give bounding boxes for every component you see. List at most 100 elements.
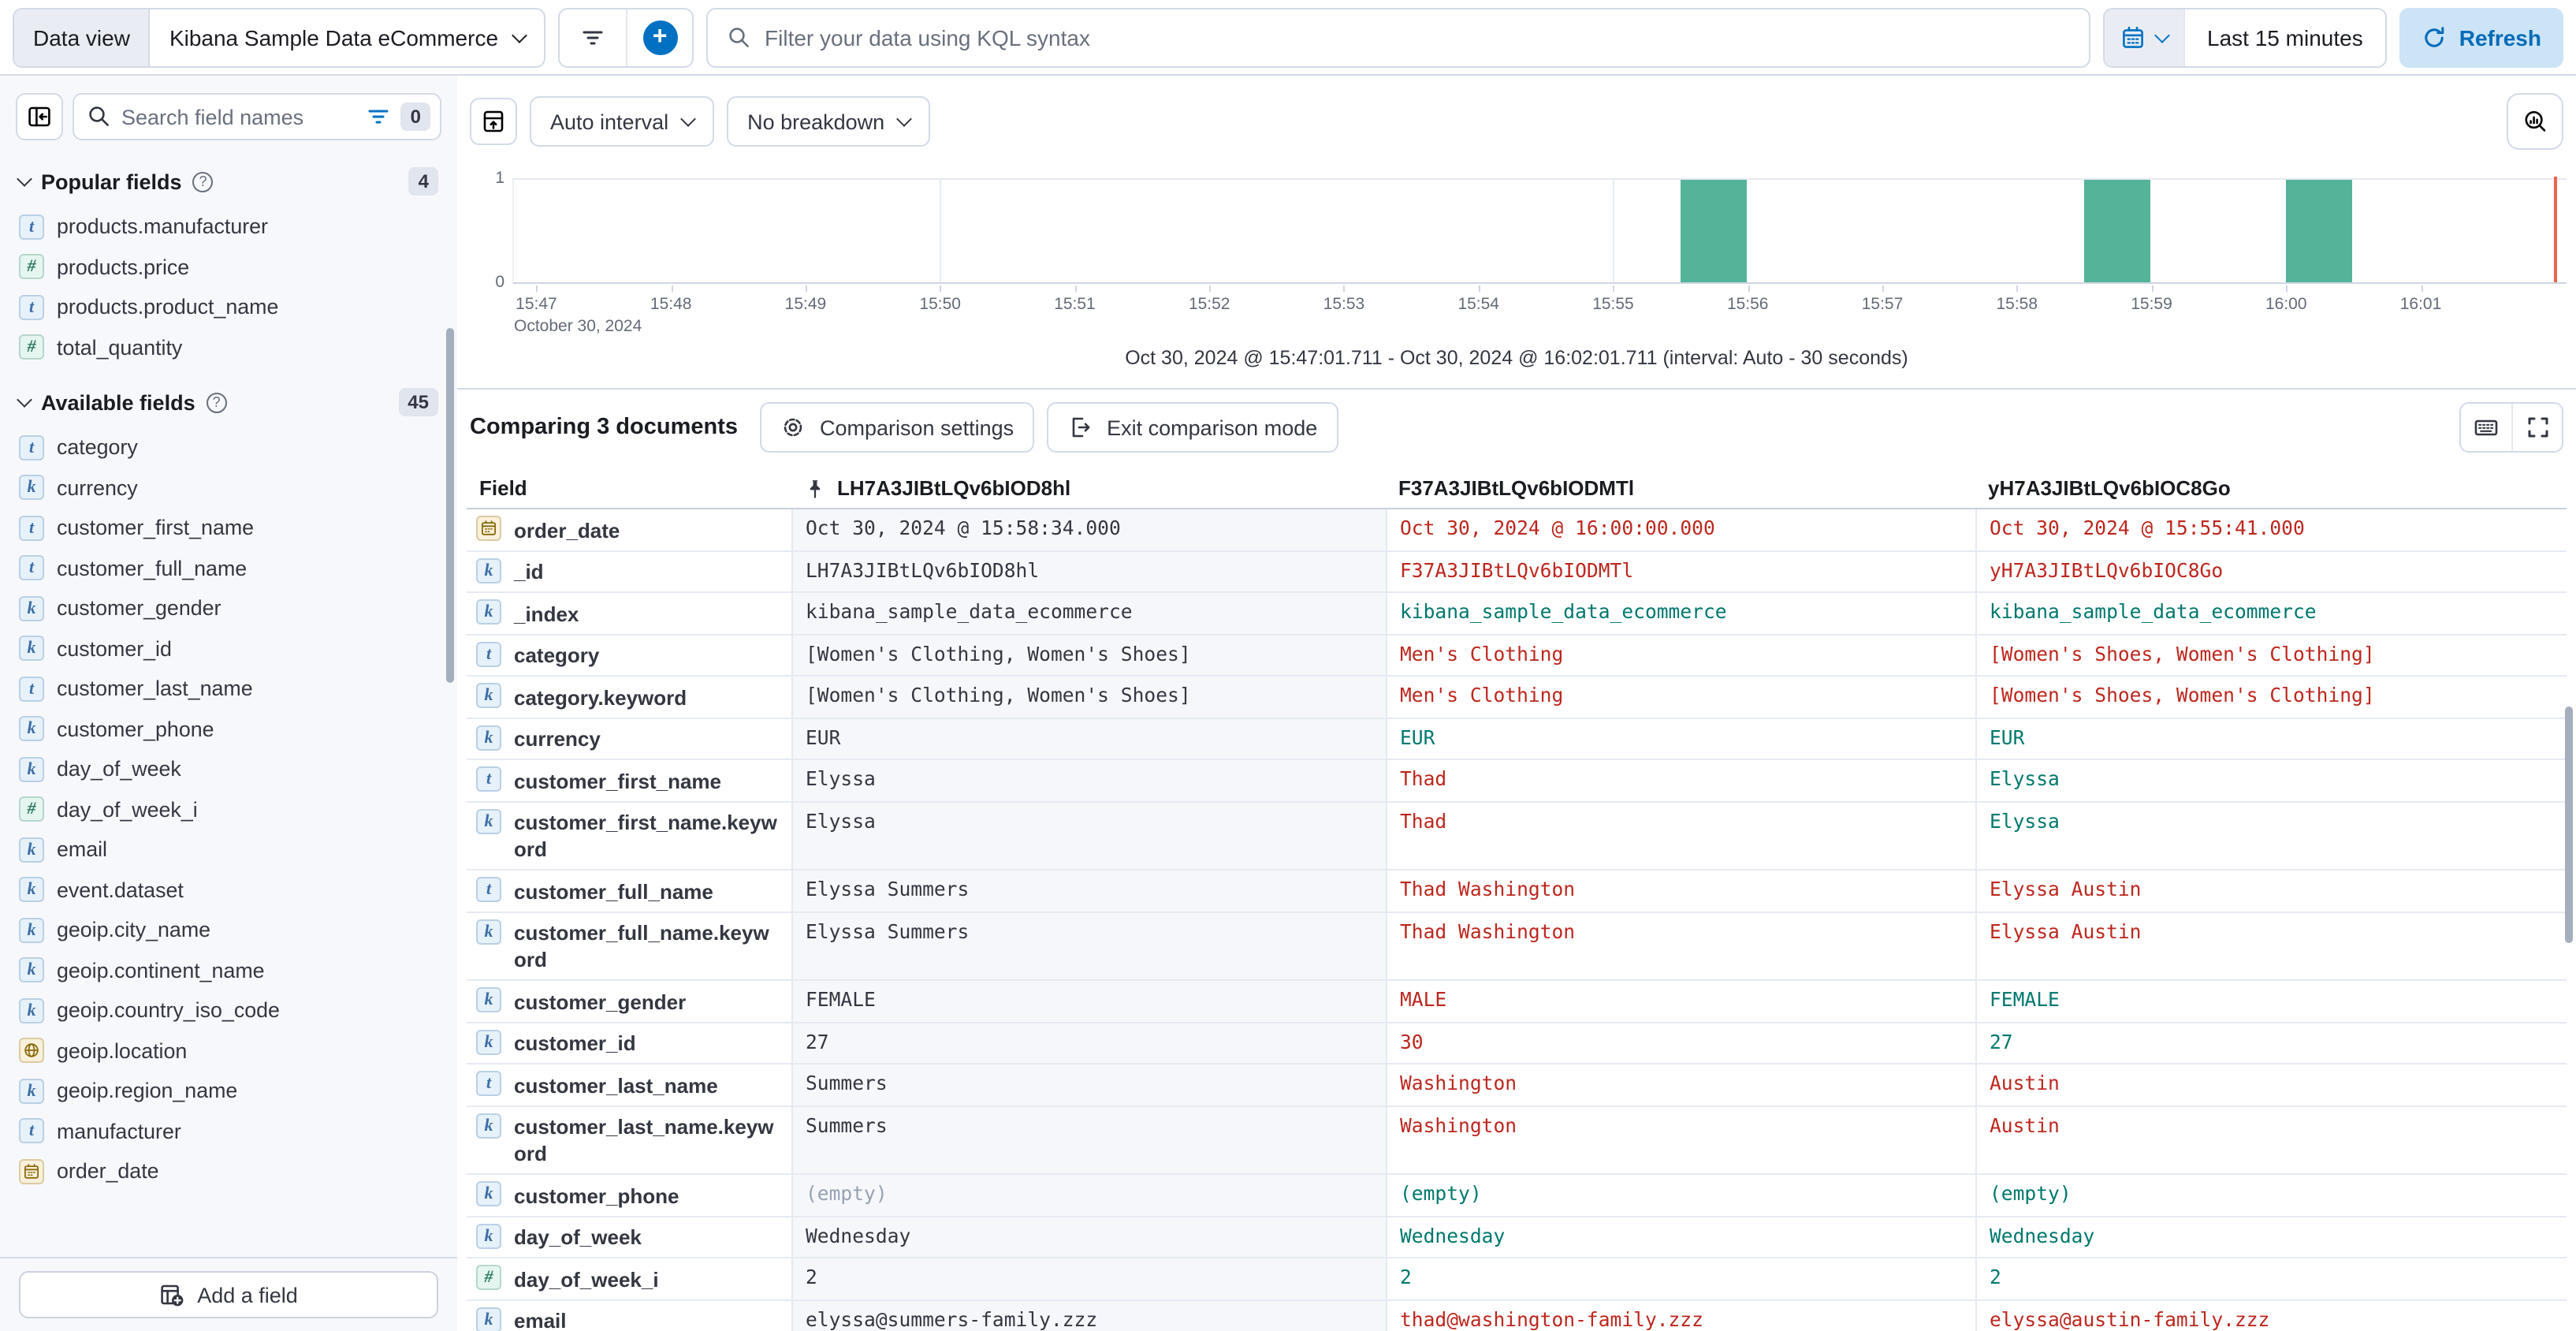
field-name: products.price	[57, 255, 190, 279]
field-item-total_quantity[interactable]: # total_quantity	[0, 327, 457, 367]
value-cell: Elyssa Summers	[791, 912, 1386, 979]
field-type-keyword-icon: k	[19, 716, 44, 742]
document-id: LH7A3JIBtLQv6bIOD8hl	[837, 476, 1071, 500]
available-fields-label: Available fields	[41, 390, 195, 414]
value-cell: Wednesday	[1975, 1217, 2565, 1257]
sidebar-scrollbar[interactable]	[446, 328, 454, 683]
field-item-products.price[interactable]: # products.price	[0, 247, 457, 287]
value-cell: Washington	[1386, 1106, 1975, 1173]
date-picker-button[interactable]	[2105, 9, 2186, 65]
field-name: category	[57, 435, 138, 460]
chevron-down-icon	[896, 111, 913, 127]
collapse-sidebar-button[interactable]	[16, 93, 63, 140]
keyboard-shortcuts-button[interactable]	[2461, 404, 2511, 451]
popular-fields-label: Popular fields	[41, 170, 182, 193]
chevron-down-icon	[2154, 27, 2170, 43]
grid-display-options	[2459, 402, 2563, 453]
field-item-geoip.country_iso_code[interactable]: k geoip.country_iso_code	[0, 990, 457, 1031]
value-cell: EUR	[1386, 718, 1975, 759]
field-cell: k email	[467, 1300, 791, 1331]
histogram-plot-area[interactable]: 15:47 15:48 15:49 15:50 15:51 15:52 15:53 15:54…	[512, 177, 2567, 336]
document-column-header[interactable]: F37A3JIBtLQv6bIODMTl	[1386, 468, 1975, 508]
fullscreen-button[interactable]	[2511, 404, 2562, 451]
table-scrollbar[interactable]	[2565, 707, 2573, 943]
available-fields-list: t category k currency t customer_first_name t c…	[0, 427, 457, 1191]
table-row-category.keyword: k category.keyword [Women's Clothing, Wome…	[467, 677, 2567, 718]
interval-select[interactable]: Auto interval	[530, 96, 715, 147]
field-item-manufacturer[interactable]: t manufacturer	[0, 1111, 457, 1151]
value-cell: Thad Washington	[1386, 871, 1975, 911]
explore-in-lens-button[interactable]	[2507, 93, 2563, 150]
add-field-label: Add a field	[197, 1283, 298, 1307]
field-item-customer_full_name[interactable]: t customer_full_name	[0, 548, 457, 588]
field-type-keyword-icon: k	[19, 636, 44, 662]
field-item-geoip.region_name[interactable]: k geoip.region_name	[0, 1071, 457, 1111]
field-cell: t category	[467, 635, 791, 675]
field-item-currency[interactable]: k currency	[0, 468, 457, 508]
field-name: geoip.city_name	[57, 918, 211, 942]
field-item-products.product_name[interactable]: t products.product_name	[0, 287, 457, 327]
value-cell: Summers	[791, 1106, 1386, 1173]
histogram-bar[interactable]	[2084, 180, 2150, 282]
table-row-customer_last_name: t customer_last_name Summers Washington Aust…	[467, 1064, 2567, 1106]
value-cell: Oct 30, 2024 @ 15:55:41.000	[1975, 509, 2565, 550]
field-filter-icon[interactable]	[367, 104, 392, 129]
chevron-down-icon	[512, 27, 527, 43]
field-item-day_of_week[interactable]: k day_of_week	[0, 749, 457, 789]
comparison-settings-button[interactable]: Comparison settings	[760, 402, 1035, 453]
field-item-geoip.location[interactable]: geoip.location	[0, 1031, 457, 1071]
fields-sidebar: Search field names 0 Popular fields ? 4 …	[0, 76, 457, 1331]
breakdown-select[interactable]: No breakdown	[727, 96, 931, 147]
field-name: geoip.continent_name	[57, 958, 265, 982]
x-axis-tick	[1343, 285, 1346, 292]
kql-query-input[interactable]: Filter your data using KQL syntax	[706, 7, 2091, 67]
field-item-customer_id[interactable]: k customer_id	[0, 628, 457, 669]
field-item-customer_gender[interactable]: k customer_gender	[0, 588, 457, 628]
add-filter-icon-button[interactable]	[560, 9, 626, 65]
field-item-customer_first_name[interactable]: t customer_first_name	[0, 508, 457, 548]
calendar-icon	[2120, 24, 2146, 50]
time-range-value[interactable]: Last 15 minutes	[2207, 24, 2363, 50]
field-name: day_of_week	[57, 757, 181, 781]
refresh-button[interactable]: Refresh	[2399, 7, 2563, 67]
y-axis-tick-1: 1	[495, 169, 504, 188]
field-type-keyword-icon: k	[476, 683, 501, 708]
field-name: manufacturer	[57, 1119, 181, 1143]
exit-icon	[1067, 415, 1093, 440]
field-item-event.dataset[interactable]: k event.dataset	[0, 870, 457, 910]
field-search-input[interactable]: Search field names 0	[73, 93, 441, 140]
field-item-customer_last_name[interactable]: t customer_last_name	[0, 669, 457, 709]
field-item-geoip.continent_name[interactable]: k geoip.continent_name	[0, 950, 457, 990]
x-axis-tick	[1478, 285, 1480, 292]
hide-chart-button[interactable]	[470, 98, 517, 145]
field-name: order_date	[514, 518, 620, 542]
value-cell: Elyssa	[1975, 802, 2565, 869]
field-item-category[interactable]: t category	[0, 427, 457, 468]
field-item-products.manufacturer[interactable]: t products.manufacturer	[0, 207, 457, 247]
document-column-header[interactable]: LH7A3JIBtLQv6bIOD8hl	[791, 468, 1386, 508]
data-view-picker[interactable]: Kibana Sample Data eCommerce	[151, 9, 544, 65]
field-cell: k _id	[467, 551, 791, 591]
exit-comparison-button[interactable]: Exit comparison mode	[1047, 402, 1338, 453]
add-control-button[interactable]: +	[626, 9, 692, 65]
x-axis-tick-label: 15:57	[1861, 295, 1904, 314]
field-cell: k customer_full_name.keyword	[467, 912, 791, 979]
table-row-customer_full_name: t customer_full_name Elyssa Summers Thad Wa…	[467, 871, 2567, 912]
field-name: customer_phone	[57, 717, 214, 741]
field-item-day_of_week_i[interactable]: # day_of_week_i	[0, 789, 457, 830]
field-name: email	[57, 837, 107, 862]
field-name: customer_last_name	[514, 1073, 718, 1097]
available-fields-header[interactable]: Available fields ? 45	[0, 367, 457, 427]
field-item-geoip.city_name[interactable]: k geoip.city_name	[0, 910, 457, 950]
add-field-button[interactable]: Add a field	[19, 1271, 438, 1318]
x-axis-tick-label: 15:52	[1188, 295, 1230, 314]
histogram-bar[interactable]	[2286, 180, 2352, 282]
document-column-header[interactable]: yH7A3JIBtLQv6bIOC8Go	[1975, 468, 2565, 508]
field-type-geo-icon	[19, 1038, 44, 1064]
histogram-bar[interactable]	[1680, 180, 1747, 282]
field-item-order_date[interactable]: order_date	[0, 1151, 457, 1191]
field-item-customer_phone[interactable]: k customer_phone	[0, 709, 457, 749]
popular-fields-header[interactable]: Popular fields ? 4	[0, 147, 457, 207]
y-axis-tick-0: 0	[495, 273, 504, 292]
field-item-email[interactable]: k email	[0, 830, 457, 870]
